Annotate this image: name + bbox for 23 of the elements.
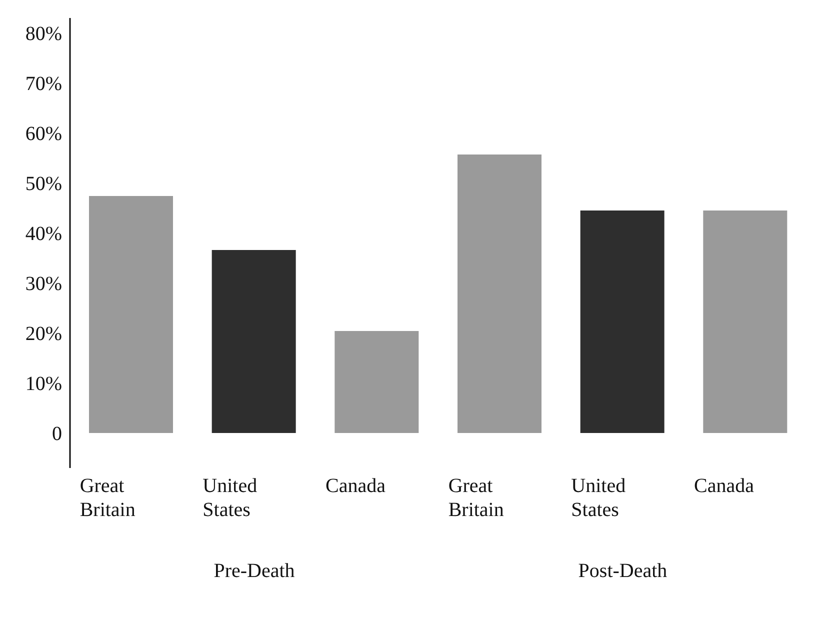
x-tick-label: United States [571,475,626,521]
x-tick-label: United States [202,475,258,521]
x-tick-label: Canada [325,475,386,497]
y-tick-label: 70% [25,73,62,96]
bar [458,154,542,433]
bar [334,331,419,433]
text: Post-Death [577,560,668,583]
text: Pre-Death [212,560,296,583]
x-tick-label: Canada [694,475,754,497]
y-tick-label: 40% [25,223,62,246]
y-tick-label: 0 [52,423,62,446]
y-tick-label: 10% [25,373,62,396]
bar [89,196,173,433]
bar [212,250,296,433]
x-tick-label: Great Britain [448,475,504,521]
y-tick-label: 80% [25,23,62,46]
bar [580,210,664,433]
x-tick-label: Great Britain [80,475,136,521]
y-tick-label: 20% [25,323,62,346]
y-tick-label: 50% [25,173,62,196]
y-tick-label: 30% [25,273,62,296]
bar [703,210,788,433]
y-tick-label: 60% [25,123,62,146]
